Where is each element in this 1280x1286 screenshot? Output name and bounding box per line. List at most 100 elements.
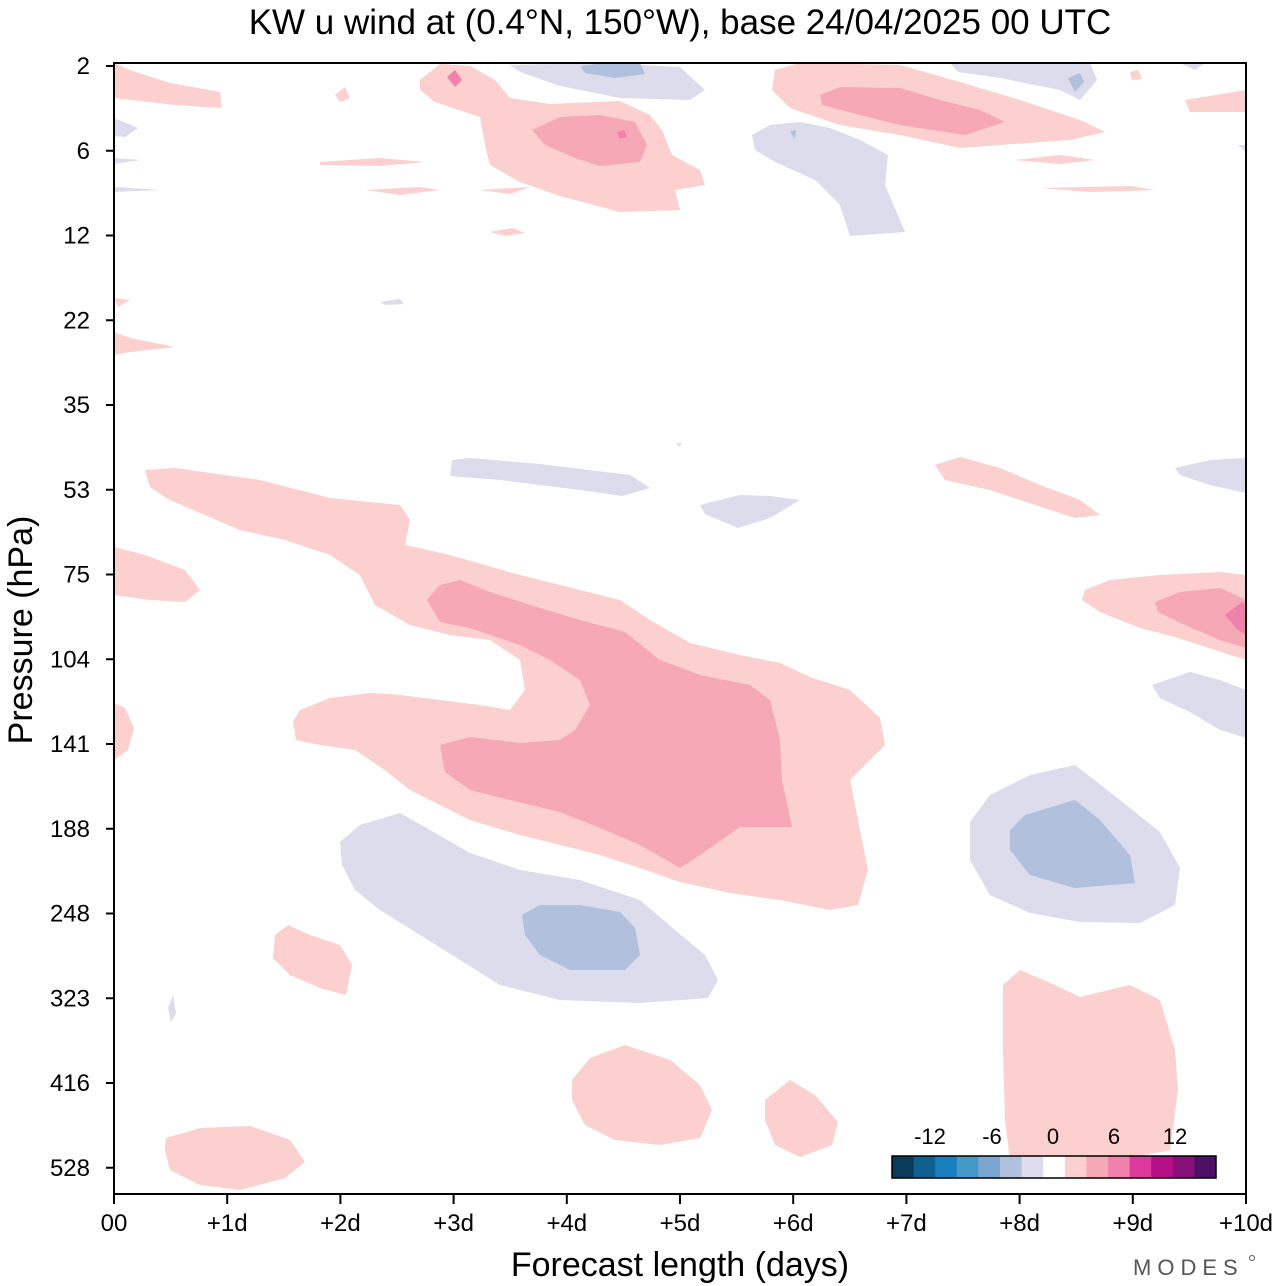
colorbar-swatch xyxy=(1172,1156,1195,1178)
y-tick-label: 323 xyxy=(50,985,90,1012)
x-tick-label: 00 xyxy=(101,1210,128,1237)
contour-region-pos1-49 xyxy=(765,1080,838,1157)
contour-region-neg2-21 xyxy=(1068,73,1084,92)
contour-region-neg1-22 xyxy=(1180,63,1205,70)
colorbar-tick-label: 0 xyxy=(1047,1124,1059,1149)
contour-region-pos2-2 xyxy=(532,115,647,166)
colorbar-swatch xyxy=(892,1156,915,1178)
y-tick-label: 104 xyxy=(50,646,90,673)
colorbar-swatch xyxy=(1000,1156,1023,1178)
y-tick-label: 6 xyxy=(77,138,90,165)
colorbar-swatch xyxy=(1129,1156,1152,1178)
y-axis-label: Pressure (hPa) xyxy=(2,516,40,745)
contour-region-pos3-39 xyxy=(1225,602,1246,635)
colorbar-tick-label: -6 xyxy=(982,1124,1002,1149)
contour-region-pos1-14 xyxy=(1040,186,1155,192)
contour-region-neg1-40 xyxy=(1152,672,1246,738)
brand-logo: MODES xyxy=(1133,1255,1244,1280)
contour-region-pos1-46 xyxy=(273,925,352,995)
x-axis-label: Forecast length (days) xyxy=(511,1246,849,1284)
contour-region-pos1-47 xyxy=(1003,970,1178,1168)
x-tick-label: +8d xyxy=(999,1210,1040,1237)
y-tick-label: 141 xyxy=(50,731,90,758)
x-tick-label: +2d xyxy=(320,1210,361,1237)
colorbar-swatch xyxy=(935,1156,958,1178)
contour-region-pos1-12 xyxy=(480,187,530,194)
contour-regions xyxy=(114,63,1246,1190)
contour-region-neg1-28 xyxy=(1238,145,1246,152)
contour-region-neg2-27 xyxy=(790,130,796,139)
colorbar-tick-label: -12 xyxy=(914,1124,946,1149)
x-tick-label: +9d xyxy=(1112,1210,1153,1237)
y-tick-label: 12 xyxy=(63,223,90,250)
contour-region-pos1-50 xyxy=(165,1126,305,1190)
colorbar-swatch xyxy=(913,1156,936,1178)
contour-region-neg1-30 xyxy=(450,458,650,496)
y-tick-label: 528 xyxy=(50,1155,90,1182)
contour-region-pos1-34 xyxy=(114,547,200,602)
colorbar-tick-label: 12 xyxy=(1163,1124,1187,1149)
contour-region-pos1-11 xyxy=(365,187,440,195)
colorbar-swatch xyxy=(1021,1156,1044,1178)
contour-region-pos1-8 xyxy=(1130,70,1142,80)
contour-region-pos1-15 xyxy=(490,228,525,236)
contour-region-pos1-10 xyxy=(320,158,425,166)
colorbar: -12 -6 0 6 12 xyxy=(891,1124,1217,1179)
colorbar-tick-label: 6 xyxy=(1108,1124,1120,1149)
contour-region-pos1-13 xyxy=(1015,155,1095,164)
contour-region-neg1-53 xyxy=(676,443,682,447)
contour-region-pos1-33 xyxy=(935,457,1100,518)
contour-region-neg1-20 xyxy=(950,63,1097,100)
contour-region-pos2-36 xyxy=(427,580,792,868)
contour-region-pos1-9 xyxy=(335,87,350,102)
colorbar-swatch xyxy=(978,1156,1001,1178)
contour-region-neg2-45 xyxy=(1010,800,1135,888)
colorbar-swatch xyxy=(1043,1156,1066,1178)
y-tick-label: 416 xyxy=(50,1070,90,1097)
y-tick-label: 188 xyxy=(50,816,90,843)
contour-region-neg1-51 xyxy=(168,995,176,1022)
x-tick-label: +7d xyxy=(886,1210,927,1237)
colorbar-swatch xyxy=(1194,1156,1217,1178)
x-tick-label: +10d xyxy=(1219,1210,1273,1237)
y-tick-label: 53 xyxy=(63,477,90,504)
contour-region-pos1-7 xyxy=(1185,90,1246,112)
colorbar-swatch xyxy=(1151,1156,1174,1178)
y-tick-label: 2 xyxy=(77,53,90,80)
x-tick-label: +4d xyxy=(546,1210,587,1237)
colorbar-frame xyxy=(891,1155,1217,1179)
contour-region-neg2-43 xyxy=(522,905,640,970)
y-tick-label: 22 xyxy=(63,307,90,334)
contour-region-neg2-19 xyxy=(580,63,645,78)
contour-region-neg1-23 xyxy=(114,118,138,137)
contour-region-neg1-25 xyxy=(114,187,160,192)
contour-region-pos3-4 xyxy=(617,130,627,139)
y-tick-label: 248 xyxy=(50,901,90,928)
contour-region-neg1-18 xyxy=(510,63,705,100)
contour-region-neg1-32 xyxy=(1175,458,1246,493)
contour-region-pos1-16 xyxy=(114,298,130,307)
contour-region-pos3-3 xyxy=(447,70,462,87)
colorbar-swatch xyxy=(1108,1156,1131,1178)
contour-region-pos1-0 xyxy=(114,63,222,108)
contour-region-pos1-48 xyxy=(572,1045,712,1145)
x-tick-label: +3d xyxy=(433,1210,474,1237)
contour-region-pos2-38 xyxy=(1155,588,1246,648)
contour-region-neg1-52 xyxy=(114,512,118,518)
y-tick-label: 75 xyxy=(63,562,90,589)
x-axis: 00 +1d +2d +3d +4d +5d +6d +7d +8d +9d +10d xyxy=(101,1194,1273,1237)
contour-region-neg1-26 xyxy=(752,122,905,236)
contour-region-pos1-17 xyxy=(114,332,175,355)
contour-region-neg1-31 xyxy=(700,495,800,528)
colorbar-swatch xyxy=(956,1156,979,1178)
x-tick-label: +1d xyxy=(207,1210,248,1237)
x-tick-label: +6d xyxy=(773,1210,814,1237)
colorbar-swatch xyxy=(1064,1156,1087,1178)
contour-region-neg1-24 xyxy=(114,158,140,164)
contour-region-pos1-41 xyxy=(114,703,134,760)
chart-title: KW u wind at (0.4°N, 150°W), base 24/04/… xyxy=(249,3,1112,42)
colorbar-swatch xyxy=(1086,1156,1109,1178)
y-axis: 2 6 12 22 35 53 75 104 141 188 248 323 416 528 xyxy=(50,53,114,1182)
contour-region-pos1-35 xyxy=(145,468,885,910)
